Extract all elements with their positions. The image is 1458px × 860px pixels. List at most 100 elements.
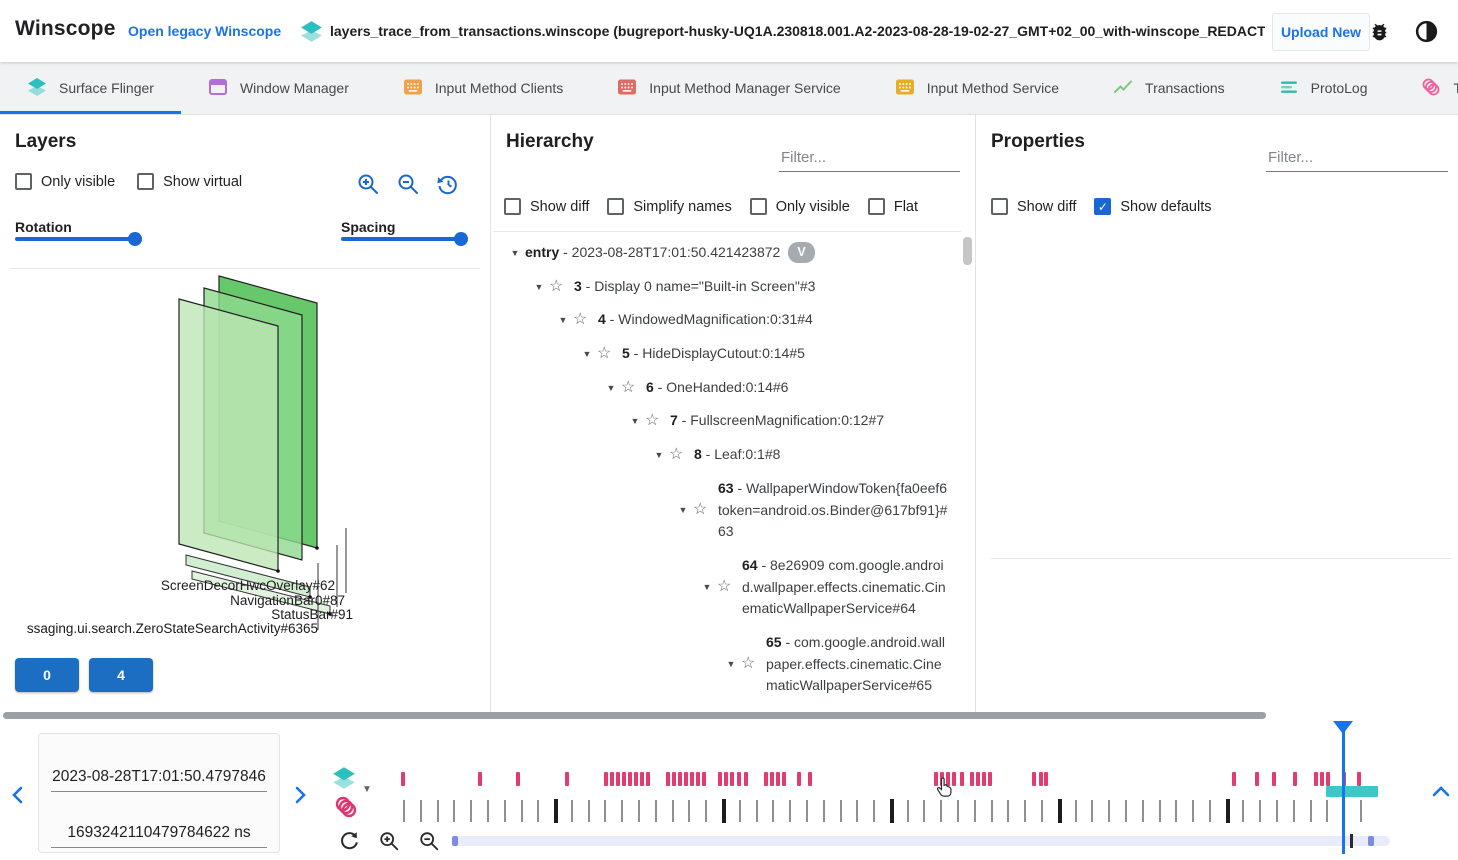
frame-tick-marker[interactable] [789, 800, 791, 822]
transition-event-marker[interactable] [782, 772, 786, 786]
tree-node[interactable]: ▼ ☆ 4 - WindowedMagnification:0:31#4 [505, 303, 951, 337]
properties-filter-input[interactable] [1266, 143, 1448, 172]
expand-arrow-icon[interactable]: ▼ [534, 281, 544, 292]
tree-node[interactable]: ▼ ☆ 5 - HideDisplayCutout:0:14#5 [505, 337, 951, 371]
pin-star-icon[interactable]: ☆ [621, 378, 636, 396]
frame-tick-marker[interactable] [1007, 800, 1009, 822]
tree-node[interactable]: ▼ ☆ 63 - WallpaperWindowToken{fa0eef6 toke… [505, 472, 951, 549]
zoom-strip-right-handle[interactable] [1368, 836, 1374, 846]
frame-tick-marker[interactable] [856, 800, 858, 822]
transition-event-marker[interactable] [1314, 772, 1318, 786]
frame-tick-marker[interactable] [688, 800, 690, 822]
checkbox-show-virtual[interactable]: ✓Show virtual [137, 173, 242, 190]
report-bug-button[interactable] [1368, 20, 1391, 46]
rotation-slider[interactable] [15, 232, 142, 246]
transition-event-marker[interactable] [1039, 772, 1043, 786]
transition-event-marker[interactable] [988, 772, 992, 786]
transition-event-marker[interactable] [718, 772, 722, 786]
frame-tick-marker[interactable] [420, 800, 422, 822]
checkbox-show-diff[interactable]: ✓Show diff [504, 198, 589, 215]
transition-event-marker[interactable] [401, 772, 405, 786]
transition-event-marker[interactable] [1044, 772, 1048, 786]
transition-event-marker[interactable] [672, 772, 676, 786]
frame-tick-marker[interactable] [957, 800, 959, 822]
timeline-zoom-in-button[interactable] [378, 830, 400, 855]
expand-arrow-icon[interactable]: ▼ [630, 416, 640, 427]
frame-tick-marker[interactable] [1159, 800, 1161, 822]
transition-event-marker[interactable] [678, 772, 682, 786]
transition-event-marker[interactable] [634, 772, 638, 786]
transition-event-marker[interactable] [724, 772, 728, 786]
tab-surface-flinger[interactable]: Surface Flinger [0, 62, 181, 114]
frame-tick-marker[interactable] [1360, 800, 1362, 822]
frame-tick-marker[interactable] [554, 799, 558, 823]
tab-input-method-clients[interactable]: Input Method Clients [376, 62, 590, 114]
frame-tick-marker[interactable] [705, 800, 707, 822]
transition-event-marker[interactable] [730, 772, 734, 786]
transition-event-marker[interactable] [604, 772, 608, 786]
display-rect-button-4[interactable]: 4 [89, 658, 153, 692]
frame-tick-marker[interactable] [672, 800, 674, 822]
zoom-in-button[interactable] [356, 172, 380, 199]
pin-star-icon[interactable]: ☆ [597, 344, 612, 362]
tab-input-method-service[interactable]: Input Method Service [868, 62, 1086, 114]
prev-entry-button[interactable] [10, 784, 26, 811]
frame-tick-marker[interactable] [974, 800, 976, 822]
frame-tick-marker[interactable] [1209, 800, 1211, 822]
transition-event-marker[interactable] [702, 772, 706, 786]
transition-event-marker[interactable] [744, 772, 748, 786]
frame-tick-marker[interactable] [1091, 800, 1093, 822]
frame-tick-marker[interactable] [537, 800, 539, 822]
spacing-slider[interactable] [341, 232, 468, 246]
transition-event-marker[interactable] [982, 772, 986, 786]
transition-event-marker[interactable] [616, 772, 620, 786]
tab-window-manager[interactable]: Window Manager [181, 62, 376, 114]
timeline-zoom-out-button[interactable] [418, 830, 440, 855]
frame-tick-marker[interactable] [1142, 800, 1144, 822]
frame-tick-marker[interactable] [487, 800, 489, 822]
transition-event-marker[interactable] [696, 772, 700, 786]
tree-node[interactable]: ▼ ☆ 8 - Leaf:0:1#8 [505, 438, 951, 472]
timestamp-ns-input[interactable]: 1693242110479784622 ns [51, 800, 267, 848]
transition-event-marker[interactable] [970, 772, 974, 786]
frame-tick-marker[interactable] [1276, 800, 1278, 822]
tree-node[interactable]: ▼ ☆ 64 - 8e26909 com.google.android.wallpa… [505, 549, 951, 626]
open-legacy-link[interactable]: Open legacy Winscope [128, 23, 282, 39]
hierarchy-filter-input[interactable] [779, 143, 960, 172]
trace-select-dropdown-icon[interactable]: ▼ [362, 784, 372, 795]
frame-tick-marker[interactable] [739, 800, 741, 822]
frame-tick-marker[interactable] [772, 800, 774, 822]
frame-tick-marker[interactable] [470, 800, 472, 822]
transition-event-marker[interactable] [1272, 772, 1276, 786]
transition-event-marker[interactable] [960, 772, 964, 786]
tab-protolog[interactable]: ProtoLog [1252, 62, 1395, 114]
transition-event-marker[interactable] [1255, 772, 1259, 786]
frame-tick-marker[interactable] [722, 799, 726, 823]
tab-input-method-manager-service[interactable]: Input Method Manager Service [590, 62, 867, 114]
transition-event-marker[interactable] [797, 772, 801, 786]
frame-tick-marker[interactable] [638, 800, 640, 822]
checkbox-flat[interactable]: ✓Flat [867, 198, 918, 215]
transition-event-marker[interactable] [666, 772, 670, 786]
frame-tick-marker[interactable] [1326, 800, 1328, 822]
zoom-strip-left-handle[interactable] [452, 836, 458, 846]
transition-event-marker[interactable] [640, 772, 644, 786]
frame-tick-marker[interactable] [823, 800, 825, 822]
frame-tick-marker[interactable] [1192, 800, 1194, 822]
frame-tick-marker[interactable] [907, 800, 909, 822]
transition-event-marker[interactable] [764, 772, 768, 786]
tree-node[interactable]: ▼ ☆ 6 - OneHanded:0:14#6 [505, 371, 951, 405]
checkbox-show-defaults[interactable]: ✓ Show defaults [1094, 198, 1211, 215]
expand-arrow-icon[interactable]: ▼ [558, 315, 568, 326]
frame-tick-marker[interactable] [923, 800, 925, 822]
pin-star-icon[interactable]: ☆ [717, 578, 732, 596]
transition-event-marker[interactable] [1320, 772, 1324, 786]
expand-arrow-icon[interactable]: ▼ [654, 449, 664, 460]
transition-event-marker[interactable] [610, 772, 614, 786]
checkbox-only-visible[interactable]: ✓Only visible [749, 198, 850, 215]
frame-tick-marker[interactable] [991, 800, 993, 822]
frame-tick-marker[interactable] [453, 800, 455, 822]
transition-event-marker[interactable] [1293, 772, 1297, 786]
frame-tick-marker[interactable] [756, 800, 758, 822]
frame-tick-marker[interactable] [840, 800, 842, 822]
